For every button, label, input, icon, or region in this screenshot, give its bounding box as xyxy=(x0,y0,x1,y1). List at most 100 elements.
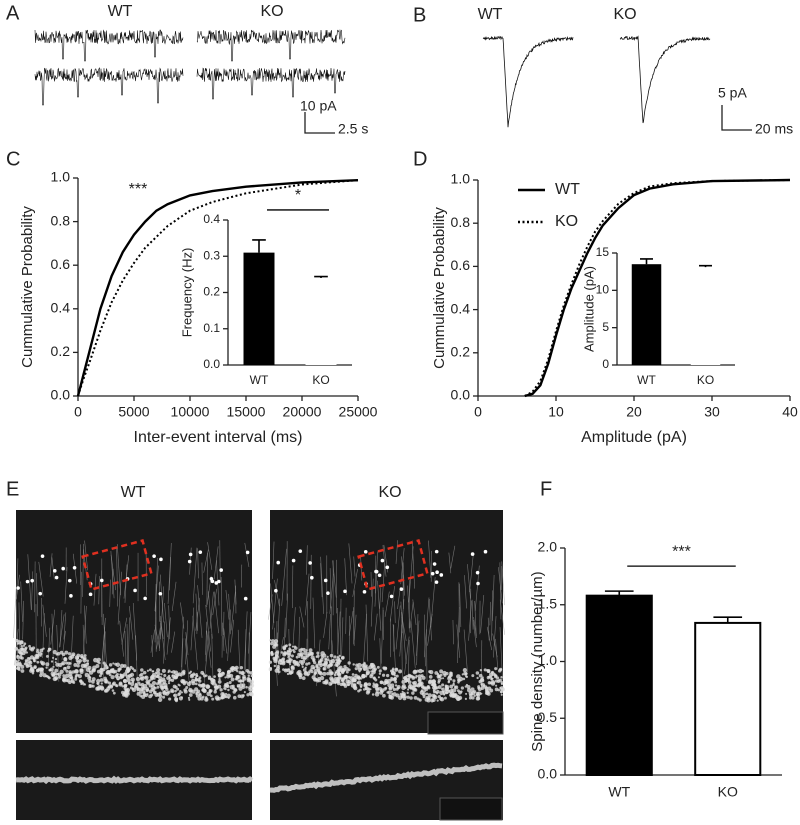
neurite xyxy=(450,545,456,569)
cell xyxy=(452,679,456,683)
neurite xyxy=(163,621,166,664)
cell xyxy=(23,649,27,653)
cell xyxy=(38,591,43,596)
y-tick-label: 10 xyxy=(596,283,610,297)
significance-label: * xyxy=(295,187,301,204)
cell xyxy=(122,664,127,668)
y-tick-label: 0.4 xyxy=(203,212,220,226)
cell xyxy=(478,673,483,678)
cell xyxy=(326,591,330,595)
cell xyxy=(223,695,227,698)
cell xyxy=(290,669,294,674)
cell xyxy=(392,687,397,692)
neurite xyxy=(471,599,474,630)
cell xyxy=(148,668,152,672)
annotation: *** xyxy=(129,181,148,198)
cell xyxy=(433,686,437,691)
cell xyxy=(229,669,232,673)
cell xyxy=(72,566,77,570)
cell xyxy=(243,691,246,694)
cell xyxy=(304,666,307,669)
cell xyxy=(189,670,193,673)
cell xyxy=(300,647,304,651)
cell xyxy=(363,661,366,665)
cell xyxy=(269,639,272,642)
cell xyxy=(417,678,422,683)
cell xyxy=(74,669,79,674)
neurite xyxy=(409,601,414,628)
cell xyxy=(391,670,396,676)
cell xyxy=(227,688,230,692)
neurite xyxy=(474,600,477,636)
y-axis-label: Cummulative Probability xyxy=(19,206,36,368)
y-axis-label: Cummulative Probability xyxy=(431,207,448,369)
cell xyxy=(58,676,61,679)
cell xyxy=(28,661,31,664)
neurite xyxy=(452,619,454,645)
cell xyxy=(213,675,216,678)
cell xyxy=(96,678,101,684)
cell xyxy=(108,663,113,667)
cell xyxy=(211,697,215,701)
neurite xyxy=(169,542,172,591)
neurite xyxy=(234,579,237,605)
neurite xyxy=(272,541,275,579)
cell xyxy=(247,674,250,677)
neurite xyxy=(154,565,159,612)
x-axis-label: Inter-event interval (ms) xyxy=(134,429,303,446)
cell xyxy=(394,684,398,687)
x-tick-label: 20000 xyxy=(283,404,322,420)
cell xyxy=(465,683,469,687)
cell xyxy=(236,670,239,673)
cell xyxy=(286,652,289,655)
cell xyxy=(168,697,172,701)
cell xyxy=(196,674,199,678)
cell xyxy=(365,690,370,695)
cell xyxy=(108,673,112,677)
cell xyxy=(97,685,102,690)
cell xyxy=(483,549,488,554)
cell xyxy=(395,674,399,678)
cell xyxy=(123,691,128,696)
cell xyxy=(351,673,355,676)
cell xyxy=(434,549,439,554)
cell xyxy=(293,645,297,648)
neurite xyxy=(360,556,363,581)
cell xyxy=(95,664,100,668)
cell xyxy=(91,668,94,671)
cell xyxy=(435,691,439,695)
neurite xyxy=(379,587,382,609)
neurite xyxy=(299,606,305,628)
scale-bar xyxy=(427,711,504,735)
cell xyxy=(354,673,358,678)
cell xyxy=(219,688,223,692)
cell xyxy=(109,668,114,672)
cell xyxy=(110,675,115,680)
trace xyxy=(34,29,184,62)
x-tick-label: 40 xyxy=(782,404,798,420)
cell xyxy=(178,684,181,687)
cell xyxy=(144,693,148,698)
cell xyxy=(413,669,417,674)
cell xyxy=(212,679,216,683)
cell xyxy=(280,651,284,654)
cell xyxy=(316,679,320,683)
neurite xyxy=(493,616,497,658)
cell xyxy=(350,683,355,688)
cell xyxy=(464,672,467,676)
cell xyxy=(301,659,306,664)
neurite xyxy=(370,572,372,597)
cell xyxy=(315,663,319,668)
cell xyxy=(420,689,424,693)
cell xyxy=(485,689,489,694)
neurite xyxy=(212,588,217,616)
cell xyxy=(329,653,334,658)
cell xyxy=(45,662,50,667)
cell xyxy=(291,645,295,648)
cell xyxy=(24,646,28,650)
cell xyxy=(444,696,447,700)
neurite xyxy=(59,614,65,648)
cell xyxy=(428,670,432,674)
cell xyxy=(114,662,118,666)
